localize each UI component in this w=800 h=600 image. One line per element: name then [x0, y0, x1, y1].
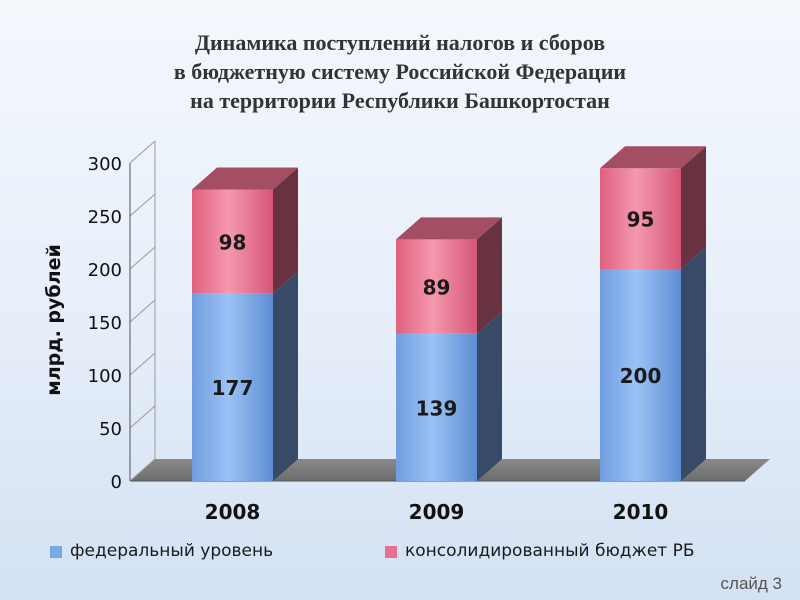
title-line-1: Динамика поступлений налогов и сборов [194, 30, 606, 55]
title-line-3: на территории Республики Башкортостан [190, 88, 610, 113]
bar-side [273, 271, 298, 481]
y-axis-label: млрд. рублей [43, 244, 65, 396]
gridline [129, 193, 156, 217]
bar-top [192, 167, 298, 190]
x-tick-label: 2009 [409, 500, 465, 524]
gridline [129, 405, 156, 429]
bar-side [477, 311, 502, 481]
bar-front [192, 189, 273, 294]
gridline [129, 246, 156, 270]
bar-side [681, 146, 706, 269]
bar-front [396, 239, 477, 334]
data-label: 89 [423, 275, 451, 299]
bar-segment-2010-1: 95 [600, 146, 706, 269]
legend-label-federal: федеральный уровень [70, 541, 274, 561]
bar-segment-2010-0: 200 [600, 247, 706, 481]
y-tick-label: 100 [88, 366, 122, 387]
bar-top [600, 146, 706, 169]
bar-segment-2009-1: 89 [396, 217, 502, 334]
bar-front [600, 269, 681, 481]
y-tick-label: 300 [88, 154, 122, 175]
x-tick-label: 2008 [205, 500, 261, 524]
bar-side [273, 167, 298, 294]
gridline [129, 458, 156, 482]
y-tick-label: 0 [111, 472, 122, 493]
bar-front [396, 333, 477, 481]
data-label: 98 [219, 230, 247, 254]
data-label: 139 [416, 396, 458, 420]
data-label: 200 [620, 364, 662, 388]
bar-front [192, 293, 273, 481]
bar-side [681, 247, 706, 481]
title-line-2: в бюджетную систему Российской Федерации [173, 59, 627, 84]
data-label: 95 [627, 208, 655, 232]
bar-side [477, 217, 502, 334]
bar-segment-2008-0: 177 [192, 271, 298, 481]
legend-swatch-consolidated [385, 546, 397, 558]
legend-swatch-federal [50, 546, 62, 558]
bars: 177 98 139 89 200 95 [192, 146, 706, 481]
bar-front [600, 168, 681, 269]
bar-segment-2008-1: 98 [192, 167, 298, 294]
bar-segment-2009-0: 139 [396, 311, 502, 481]
legend-label-consolidated: консолидированный бюджет РБ [405, 541, 695, 561]
gridline [129, 352, 156, 376]
chart-title: Динамика поступлений налогов и сборов в … [0, 28, 800, 115]
data-label: 177 [212, 376, 254, 400]
gridline [129, 299, 156, 323]
x-axis-labels: 2008 2009 2010 [205, 500, 669, 524]
y-tick-label: 50 [99, 419, 122, 440]
slide-number: слайд 3 [720, 574, 782, 593]
gridline [129, 140, 156, 164]
x-tick-label: 2010 [613, 500, 669, 524]
y-tick-label: 200 [88, 260, 122, 281]
y-tick-label: 150 [88, 313, 122, 334]
bar-top [396, 217, 502, 240]
y-tick-label: 250 [88, 207, 122, 228]
